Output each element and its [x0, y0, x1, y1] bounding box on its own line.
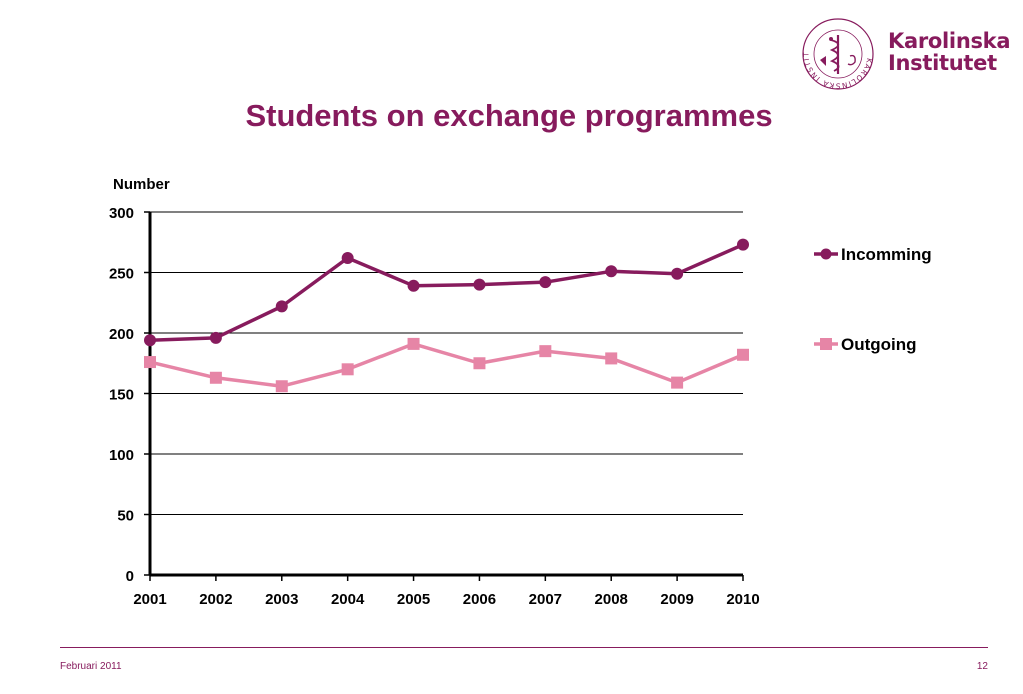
x-tick-label: 2007	[529, 591, 562, 608]
data-point-incomming	[539, 276, 552, 289]
x-tick-label: 2004	[331, 591, 365, 608]
x-tick-label: 2002	[199, 591, 232, 608]
data-point-outgoing	[605, 352, 618, 365]
y-tick-label: 100	[109, 447, 134, 464]
data-point-incomming	[407, 279, 420, 292]
data-point-outgoing	[407, 337, 420, 350]
data-point-outgoing	[671, 376, 684, 389]
data-point-incomming	[341, 251, 354, 264]
data-point-incomming	[737, 238, 749, 251]
footer-date: Februari 2011	[60, 661, 122, 672]
y-tick-label: 150	[109, 387, 134, 404]
y-tick-label: 50	[117, 508, 134, 525]
page-number: 12	[976, 661, 988, 672]
data-point-outgoing	[341, 363, 354, 376]
data-point-incomming	[275, 300, 288, 313]
y-axis-label: Number	[113, 176, 170, 193]
x-tick-label: 2001	[133, 591, 166, 608]
line-chart: Number 0 50 100 150 200 250 300 2001 2002 2003 2004…	[109, 176, 932, 608]
data-point-incomming	[473, 278, 486, 291]
data-point-outgoing	[144, 356, 156, 369]
legend-label-incomming: Incomming	[841, 245, 932, 264]
y-tick-label: 250	[109, 266, 134, 283]
logo-line-2: Institutet	[888, 51, 997, 75]
y-tick-label: 200	[109, 326, 134, 343]
x-tick-label: 2008	[595, 591, 628, 608]
x-tick-label: 2003	[265, 591, 298, 608]
data-point-outgoing	[473, 357, 486, 370]
karolinska-seal-icon: KAROLINSKA INSTITUTET · ANNO 1810	[798, 16, 874, 91]
x-tick-label: 2006	[463, 591, 496, 608]
x-tick-label: 2005	[397, 591, 430, 608]
logo-line-1: Karolinska	[888, 29, 1011, 53]
x-tick-label: 2010	[726, 591, 759, 608]
legend-label-outgoing: Outgoing	[841, 335, 917, 354]
data-point-incomming	[605, 265, 618, 278]
series-line-outgoing	[149, 342, 744, 388]
slide-title: Students on exchange programmes	[245, 98, 773, 133]
data-point-outgoing	[209, 371, 222, 384]
y-tick-label: 0	[126, 568, 134, 585]
legend-marker-incomming	[820, 248, 832, 260]
data-point-incomming	[144, 334, 156, 347]
data-point-incomming	[209, 331, 222, 344]
data-point-incomming	[671, 267, 684, 280]
footer-divider	[60, 647, 988, 648]
data-point-outgoing	[275, 380, 288, 393]
x-tick-label: 2009	[660, 591, 693, 608]
data-point-outgoing	[737, 348, 749, 361]
y-tick-label: 300	[109, 205, 134, 222]
logo-wordmark: Karolinska Institutet	[888, 29, 1011, 75]
data-point-outgoing	[539, 345, 552, 358]
series-line-incomming	[149, 243, 744, 343]
legend-marker-outgoing	[820, 338, 832, 350]
